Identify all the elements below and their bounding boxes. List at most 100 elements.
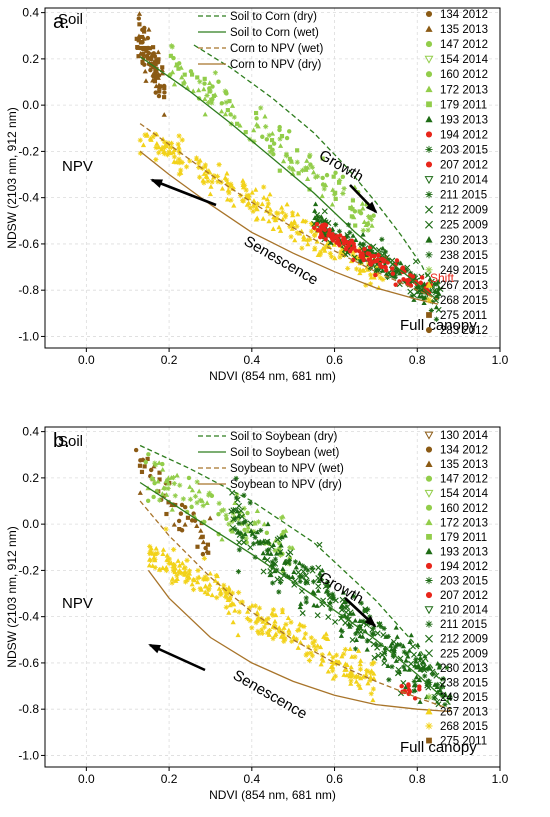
data-point xyxy=(171,522,177,527)
data-point xyxy=(328,239,334,245)
data-point xyxy=(270,580,276,586)
data-point xyxy=(138,458,143,463)
data-point xyxy=(371,660,377,666)
data-point xyxy=(414,664,420,670)
data-point xyxy=(318,218,324,224)
data-point xyxy=(218,108,225,114)
data-point xyxy=(421,300,427,306)
y-tick-label: -1.0 xyxy=(18,329,39,343)
data-point xyxy=(393,282,398,287)
data-point xyxy=(225,179,231,185)
data-point xyxy=(313,647,319,653)
y-tick-label: 0.0 xyxy=(22,517,39,531)
series-line xyxy=(147,570,451,713)
data-point xyxy=(288,619,294,625)
data-point xyxy=(354,266,360,272)
data-point xyxy=(375,247,382,254)
data-point xyxy=(241,520,247,526)
data-point xyxy=(265,201,271,207)
data-point xyxy=(360,618,366,624)
data-point xyxy=(336,180,342,185)
y-tick-label: -0.4 xyxy=(18,191,39,205)
legend-marker xyxy=(425,620,433,628)
data-point xyxy=(170,475,177,481)
data-point xyxy=(189,72,195,77)
data-point xyxy=(201,555,208,561)
data-point xyxy=(234,508,241,514)
data-point xyxy=(298,573,304,579)
data-point xyxy=(332,618,339,625)
legend-marker xyxy=(425,576,433,585)
data-point xyxy=(409,293,415,299)
data-point xyxy=(300,568,307,575)
legend-points: 130 2014 134 2012 135 2013 147 2012 154 2014… xyxy=(424,430,489,748)
data-point xyxy=(417,699,423,704)
data-point xyxy=(300,563,306,569)
data-point xyxy=(429,299,436,305)
data-point xyxy=(348,671,355,677)
data-point xyxy=(277,548,284,555)
data-point xyxy=(276,625,282,630)
data-point xyxy=(283,212,289,218)
data-point xyxy=(330,591,336,597)
x-tick-label: 0.6 xyxy=(326,772,343,786)
data-point xyxy=(291,569,297,575)
data-point xyxy=(292,636,298,642)
data-point xyxy=(201,86,207,92)
data-point xyxy=(358,658,364,663)
legend-point-label: 238 2015 xyxy=(440,250,488,262)
data-point xyxy=(420,282,426,288)
data-point xyxy=(157,89,162,94)
data-point xyxy=(329,236,335,241)
data-point xyxy=(357,633,363,639)
data-point xyxy=(288,234,294,240)
data-point xyxy=(299,245,305,251)
data-point xyxy=(381,625,387,632)
legend-marker xyxy=(425,649,433,658)
data-point xyxy=(197,79,203,85)
data-point xyxy=(256,617,262,623)
data-point xyxy=(226,521,232,527)
y-axis-label: NDSW (2103 nm, 912 nm) xyxy=(5,107,19,248)
annotation-soil: Soil xyxy=(58,11,83,28)
data-point xyxy=(144,131,150,137)
data-point xyxy=(239,513,246,520)
data-point xyxy=(226,190,232,196)
data-point xyxy=(294,230,300,236)
data-point xyxy=(325,668,331,674)
data-point xyxy=(394,634,400,639)
panel-b: 0.0 0.2 0.4 0.6 0.8 1.0 0.4 0.2 0.0 -0.2 -0.4 -0.6 -… xyxy=(5,425,509,802)
data-point xyxy=(146,452,151,457)
data-point xyxy=(362,246,367,252)
data-point xyxy=(360,251,365,256)
data-point xyxy=(202,162,208,168)
data-point xyxy=(355,255,361,261)
model-lines xyxy=(139,44,439,305)
legend-marker xyxy=(425,634,433,643)
data-point xyxy=(253,620,259,626)
data-point xyxy=(344,662,350,668)
legend-marker xyxy=(425,460,433,467)
y-tick-label: -0.2 xyxy=(18,563,39,577)
data-point xyxy=(179,159,185,166)
data-point xyxy=(223,512,229,518)
data-point xyxy=(266,218,272,224)
data-point xyxy=(179,137,185,143)
legend-point-label: 172 2013 xyxy=(440,517,488,529)
data-point xyxy=(157,497,163,503)
data-point xyxy=(340,174,346,179)
data-point xyxy=(251,203,257,209)
data-point xyxy=(432,280,438,286)
legend-line-label: Soil to Corn (wet) xyxy=(230,27,319,39)
legend-point-label: 225 2009 xyxy=(440,648,488,660)
data-point xyxy=(333,196,338,201)
data-point xyxy=(285,551,292,558)
data-point xyxy=(352,674,358,680)
data-point xyxy=(321,634,327,639)
data-point xyxy=(154,141,160,146)
legend-point-label: 147 2012 xyxy=(440,39,488,51)
data-point xyxy=(195,75,200,80)
y-tick-label: 0.0 xyxy=(22,98,39,112)
data-point xyxy=(210,84,215,89)
